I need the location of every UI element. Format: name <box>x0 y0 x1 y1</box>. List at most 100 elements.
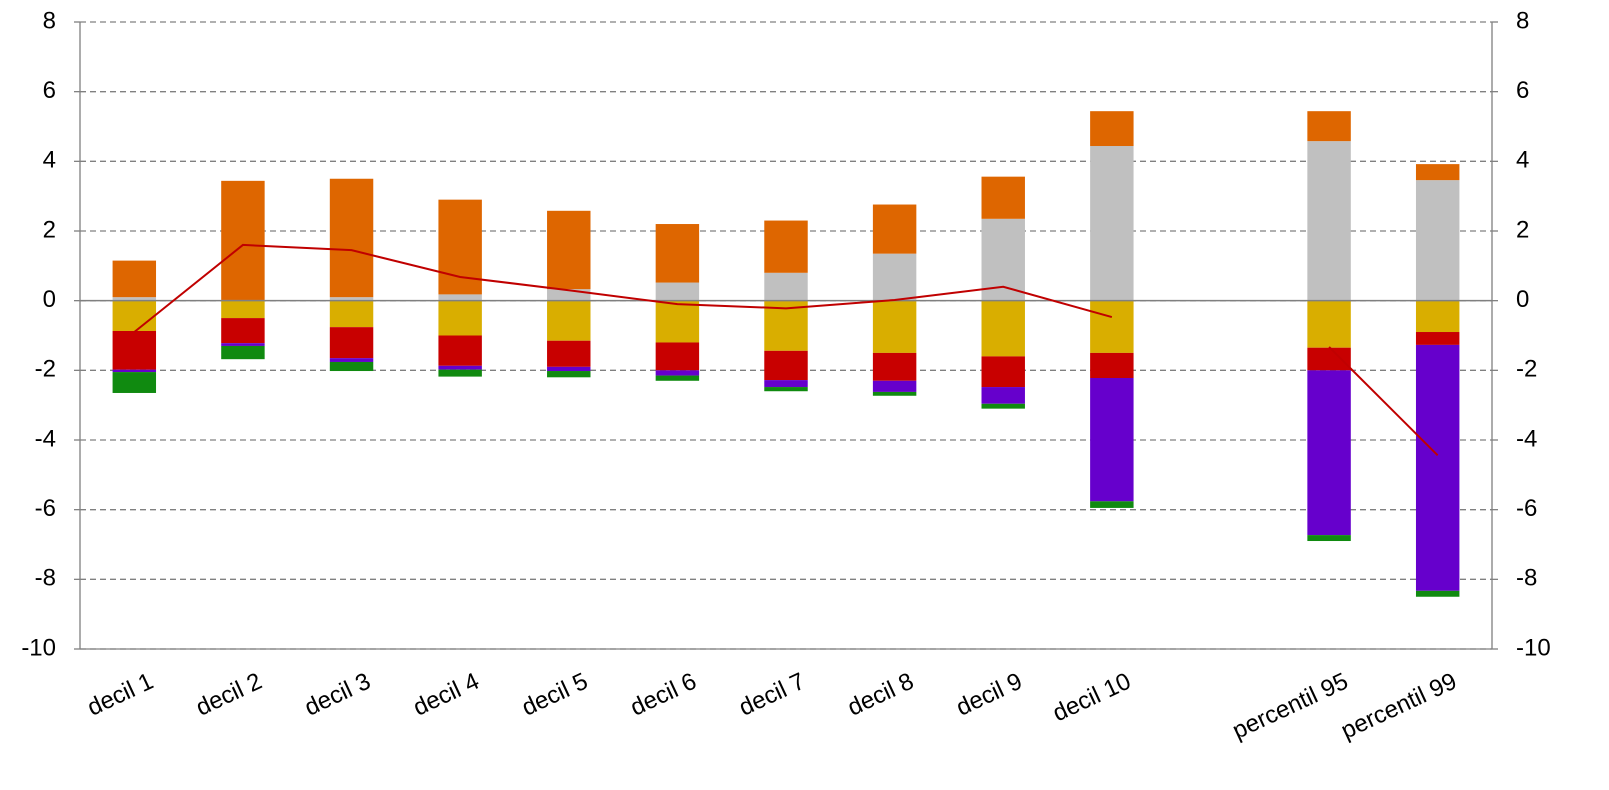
x-tick-label: decil 3 <box>300 668 374 722</box>
bar-segment <box>872 391 917 396</box>
bar-segment <box>547 371 591 378</box>
bar-segment <box>1090 352 1134 378</box>
y2-tick-label: -4 <box>1516 425 1537 452</box>
bar-segment <box>1090 377 1134 502</box>
bar-segment <box>112 369 157 373</box>
x-tick-label: decil 4 <box>409 668 483 722</box>
y-tick-label: -4 <box>35 425 56 452</box>
bar-segment <box>981 356 1025 388</box>
bar-segment <box>1090 111 1134 147</box>
bar-segment <box>329 300 374 328</box>
bar-segment <box>547 366 591 372</box>
bar-segment <box>329 361 374 372</box>
y-tick-label: -2 <box>35 356 56 383</box>
y-tick-label: 8 <box>43 7 56 34</box>
bar-segment <box>981 176 1025 219</box>
bar-segment <box>438 294 482 301</box>
bar-segment <box>221 343 265 346</box>
y2-tick-label: 2 <box>1516 216 1529 243</box>
bar-segment <box>1415 590 1460 597</box>
bar-segment <box>764 387 808 392</box>
y2-tick-label: 0 <box>1516 286 1529 313</box>
y2-tick-label: 6 <box>1516 77 1529 104</box>
x-tick-label: percentil 99 <box>1337 668 1461 745</box>
bar-segment <box>655 300 700 343</box>
bar-segment <box>1415 164 1460 181</box>
bar-segment <box>872 300 917 353</box>
bar-segment <box>221 345 265 360</box>
bar-segment <box>438 369 482 377</box>
bar-segment <box>547 300 591 341</box>
bar-segment <box>1415 332 1460 345</box>
y2-tick-label: 8 <box>1516 7 1529 34</box>
bar-segment <box>1090 501 1134 508</box>
bar-segment <box>1307 535 1351 542</box>
bar-segment <box>872 253 917 301</box>
y-tick-label: 2 <box>43 216 56 243</box>
y-tick-label: 0 <box>43 286 56 313</box>
bar-segment <box>438 300 482 336</box>
bar-segment <box>547 289 591 301</box>
bar-segment <box>547 340 591 367</box>
bar-segment <box>655 224 700 283</box>
y2-tick-label: -10 <box>1516 634 1551 661</box>
bar-segment <box>112 300 157 331</box>
bar-segment <box>329 358 374 362</box>
bar-segment <box>438 335 482 366</box>
bar-segment <box>438 365 482 370</box>
bar-segment <box>655 282 700 301</box>
bar-segment <box>438 199 482 295</box>
x-tick-label: decil 8 <box>844 668 918 722</box>
y-tick-label: -6 <box>35 495 56 522</box>
x-tick-label: percentil 95 <box>1228 668 1352 745</box>
bar-segment <box>1307 111 1351 142</box>
bar-segment <box>764 380 808 388</box>
bar-segment <box>981 403 1025 409</box>
bar-segment <box>655 375 700 381</box>
bar-segment <box>547 210 591 290</box>
bar-segment <box>221 300 265 319</box>
bar-segment <box>1307 370 1351 536</box>
line <box>133 243 1439 457</box>
bar-segment <box>981 300 1025 357</box>
bar-segment <box>872 352 917 381</box>
bar-segment <box>872 204 917 254</box>
bar-segment <box>1090 300 1134 353</box>
bar-segment <box>329 297 374 301</box>
bar-segment <box>764 350 808 381</box>
x-tick-label: decil 9 <box>952 668 1026 722</box>
x-tick-label: decil 5 <box>518 668 592 722</box>
bar-segment <box>112 330 157 370</box>
bar-segment <box>1307 347 1351 371</box>
x-tick-label: decil 1 <box>83 668 157 722</box>
bar-segment <box>1415 300 1460 333</box>
bar-segment <box>1415 180 1460 301</box>
bar-segment <box>1307 300 1351 348</box>
bar-segment <box>1307 141 1351 301</box>
x-tick-label: decil 10 <box>1049 668 1135 727</box>
bar-segment <box>655 342 700 371</box>
bar-segment <box>329 327 374 359</box>
bar-segment <box>872 380 917 392</box>
y2-tick-label: -8 <box>1516 565 1537 592</box>
bar-segment <box>112 260 157 298</box>
bar-segment <box>329 178 374 298</box>
bar-segment <box>655 370 700 376</box>
bar-segment <box>1090 146 1134 301</box>
bar-segment <box>764 220 808 273</box>
bar-segment <box>221 180 265 300</box>
y2-tick-label: 4 <box>1516 147 1529 174</box>
bar-segment <box>112 372 157 393</box>
x-tick-label: decil 2 <box>192 668 266 722</box>
bar-segment <box>221 318 265 344</box>
bar-segment <box>764 272 808 301</box>
y2-tick-label: -6 <box>1516 495 1537 522</box>
bar-segment <box>1415 344 1460 591</box>
y-tick-label: 4 <box>43 147 56 174</box>
y-tick-label: 6 <box>43 77 56 104</box>
x-tick-label: decil 7 <box>735 668 809 722</box>
x-tick-label: decil 6 <box>626 668 700 722</box>
y2-tick-label: -2 <box>1516 356 1537 383</box>
y-tick-label: -10 <box>21 634 56 661</box>
